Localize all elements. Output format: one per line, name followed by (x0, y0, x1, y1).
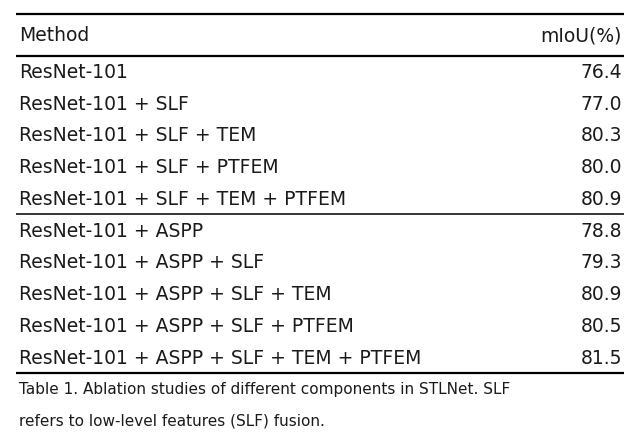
Text: 76.4: 76.4 (580, 63, 622, 82)
Text: ResNet-101 + ASPP + SLF + TEM + PTFEM: ResNet-101 + ASPP + SLF + TEM + PTFEM (19, 348, 422, 367)
Text: 77.0: 77.0 (580, 95, 622, 113)
Text: 81.5: 81.5 (580, 348, 622, 367)
Text: mIoU(%): mIoU(%) (541, 26, 622, 45)
Text: refers to low-level features (SLF) fusion.: refers to low-level features (SLF) fusio… (19, 412, 325, 427)
Text: 80.0: 80.0 (580, 158, 622, 177)
Text: ResNet-101 + SLF + TEM + PTFEM: ResNet-101 + SLF + TEM + PTFEM (19, 190, 346, 208)
Text: ResNet-101 + SLF + PTFEM: ResNet-101 + SLF + PTFEM (19, 158, 279, 177)
Text: ResNet-101 + ASPP + SLF + PTFEM: ResNet-101 + ASPP + SLF + PTFEM (19, 316, 354, 335)
Text: ResNet-101 + ASPP + SLF: ResNet-101 + ASPP + SLF (19, 253, 264, 272)
Text: Method: Method (19, 26, 90, 45)
Text: 80.9: 80.9 (580, 285, 622, 303)
Text: 80.9: 80.9 (580, 190, 622, 208)
Text: ResNet-101: ResNet-101 (19, 63, 128, 82)
Text: ResNet-101 + ASPP + SLF + TEM: ResNet-101 + ASPP + SLF + TEM (19, 285, 332, 303)
Text: ResNet-101 + SLF + TEM: ResNet-101 + SLF + TEM (19, 126, 257, 145)
Text: 80.3: 80.3 (580, 126, 622, 145)
Text: 80.5: 80.5 (580, 316, 622, 335)
Text: 79.3: 79.3 (580, 253, 622, 272)
Text: 78.8: 78.8 (580, 221, 622, 240)
Text: ResNet-101 + ASPP: ResNet-101 + ASPP (19, 221, 204, 240)
Text: Table 1. Ablation studies of different components in STLNet. SLF: Table 1. Ablation studies of different c… (19, 381, 511, 396)
Text: ResNet-101 + SLF: ResNet-101 + SLF (19, 95, 189, 113)
